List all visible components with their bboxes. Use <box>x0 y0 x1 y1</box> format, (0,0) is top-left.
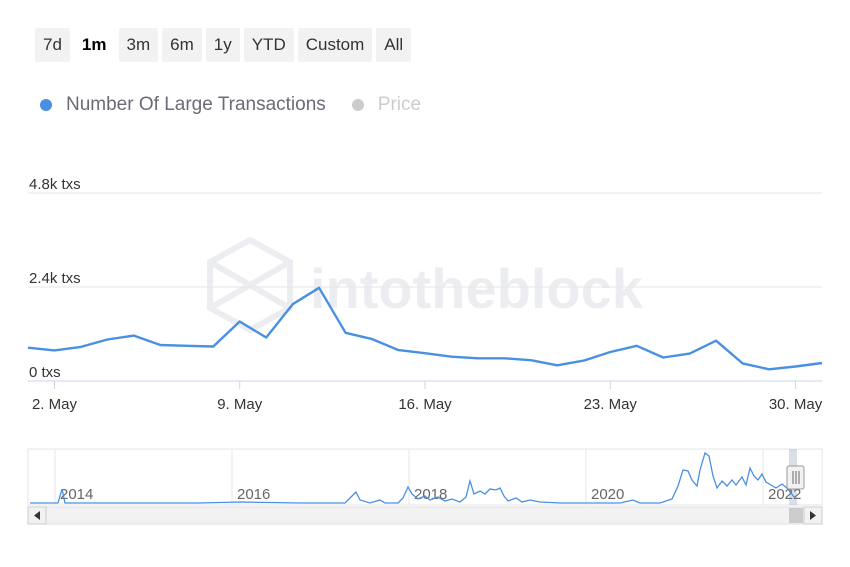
navigator-year-label: 2022 <box>768 486 801 503</box>
x-tick-label: 23. May <box>584 396 638 413</box>
range-selector: 7d 1m 3m 6m 1y YTD Custom All <box>35 28 412 62</box>
range-button-1m[interactable]: 1m <box>73 28 115 62</box>
legend-item-large-transactions[interactable]: Number Of Large Transactions <box>36 94 326 116</box>
legend-dot-large-transactions <box>40 99 52 111</box>
range-button-1y[interactable]: 1y <box>205 28 240 62</box>
watermark: intotheblock <box>207 236 644 334</box>
navigator-handle[interactable] <box>786 465 805 490</box>
y-axis-ticks: 4.8k txs 2.4k txs 0 txs <box>29 176 81 381</box>
series-layer <box>27 286 823 371</box>
x-tick-label: 30. May <box>769 396 823 413</box>
range-button-ytd[interactable]: YTD <box>243 28 294 62</box>
navigator-year-label: 2020 <box>591 486 624 503</box>
legend-label-large-transactions: Number Of Large Transactions <box>66 94 326 115</box>
watermark-logo-icon <box>207 236 293 334</box>
chart-legend: Number Of Large Transactions Price <box>36 94 443 116</box>
y-tick-label: 4.8k txs <box>29 176 81 193</box>
series-line-large-transactions[interactable] <box>27 286 823 371</box>
arrow-right-icon <box>810 511 816 520</box>
scrollbar-track[interactable] <box>27 506 823 525</box>
x-tick-label: 16. May <box>398 396 452 413</box>
navigator-series-line <box>30 451 795 504</box>
legend-dot-price <box>351 99 364 111</box>
range-button-6m[interactable]: 6m <box>162 28 202 62</box>
scrollbar-thumb[interactable] <box>789 508 803 523</box>
x-tick-label: 2. May <box>32 396 78 413</box>
navigator-year-label: 2014 <box>60 486 93 503</box>
watermark-text: intotheblock <box>310 257 644 320</box>
y-tick-label: 0 txs <box>29 364 61 381</box>
scrollbar-left-button[interactable] <box>27 506 47 525</box>
navigator-year-label: 2018 <box>414 486 447 503</box>
range-button-7d[interactable]: 7d <box>35 28 70 62</box>
navigator-year-label: 2016 <box>237 486 270 503</box>
navigator-grid: 2014 2016 2018 2020 2022 <box>54 449 801 505</box>
legend-label-price: Price <box>377 94 422 115</box>
range-button-all[interactable]: All <box>376 28 412 62</box>
range-button-custom[interactable]: Custom <box>297 28 373 62</box>
range-button-3m[interactable]: 3m <box>118 28 159 62</box>
x-tick-label: 9. May <box>217 396 263 413</box>
y-tick-label: 2.4k txs <box>29 270 81 287</box>
scrollbar-right-button[interactable] <box>803 506 823 525</box>
navigator: 2014 2016 2018 2020 2022 <box>27 448 823 506</box>
scrollbar[interactable] <box>27 506 823 525</box>
x-axis-ticks: 2. May 9. May 16. May 23. May 30. May <box>32 381 823 413</box>
arrow-left-icon <box>34 511 40 520</box>
legend-item-price[interactable]: Price <box>348 94 421 116</box>
